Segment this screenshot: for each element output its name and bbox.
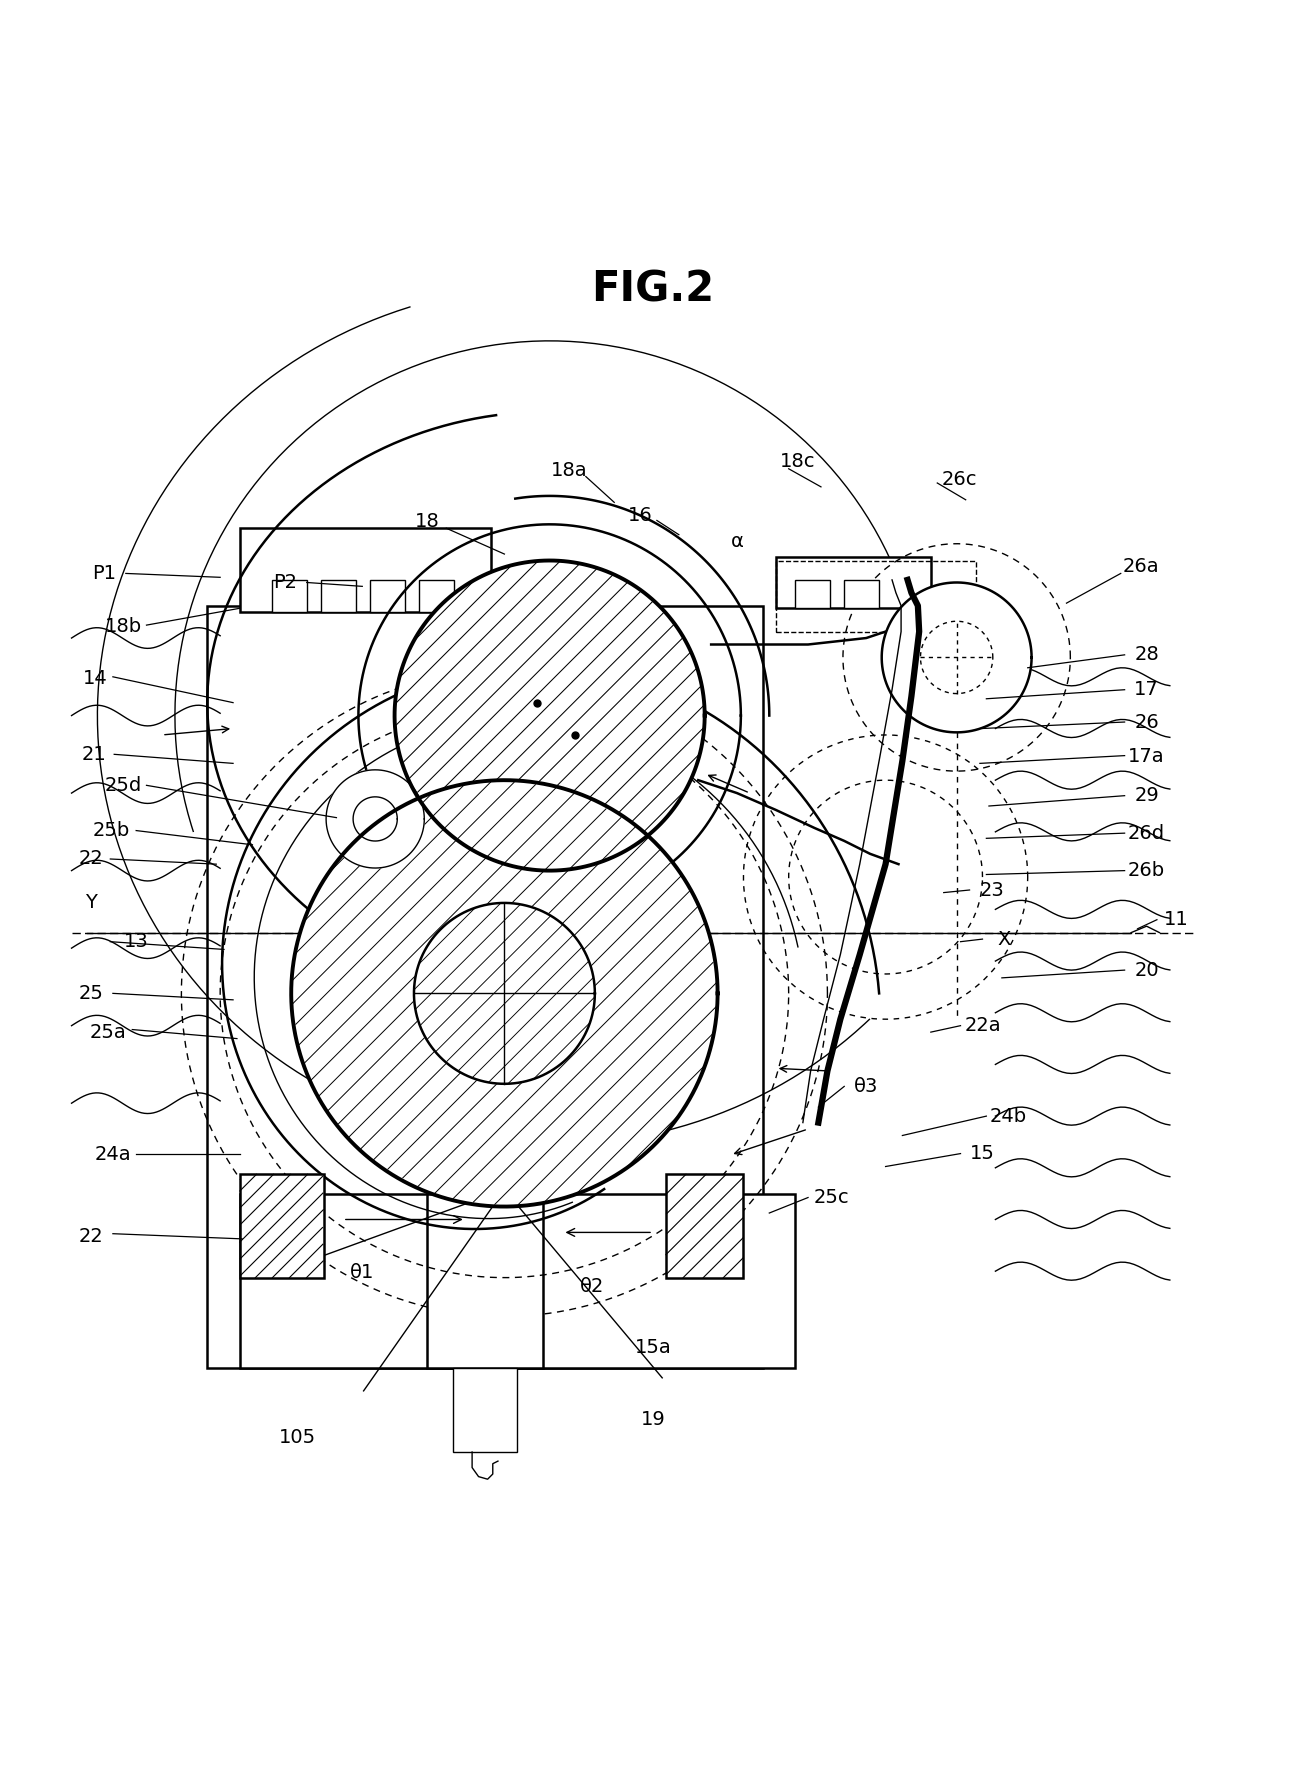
Text: 13: 13 (124, 933, 149, 951)
Text: 18a: 18a (551, 461, 588, 479)
Text: 22a: 22a (964, 1016, 1000, 1036)
Bar (844, 580, 879, 609)
Text: 23: 23 (980, 881, 1004, 899)
Text: 19: 19 (641, 1410, 665, 1429)
Text: 22: 22 (78, 1226, 103, 1246)
Text: 25b: 25b (93, 821, 131, 840)
Text: 26d: 26d (1128, 824, 1165, 842)
Bar (776, 557, 931, 609)
Text: 24b: 24b (990, 1107, 1027, 1125)
Text: 18b: 18b (104, 618, 142, 635)
Bar (272, 580, 307, 612)
Text: 24a: 24a (94, 1145, 131, 1164)
Text: FIG.2: FIG.2 (592, 269, 714, 310)
Polygon shape (394, 561, 705, 870)
Polygon shape (326, 769, 424, 869)
Bar (239, 1194, 795, 1369)
Text: 14: 14 (82, 669, 107, 687)
Text: 25a: 25a (89, 1023, 127, 1041)
Text: 17: 17 (1134, 680, 1158, 700)
Text: 17a: 17a (1128, 748, 1165, 767)
Polygon shape (291, 780, 717, 1207)
Text: 20: 20 (1135, 961, 1158, 979)
Text: 15a: 15a (635, 1339, 671, 1356)
Text: 105: 105 (279, 1428, 316, 1447)
Text: P1: P1 (91, 564, 116, 582)
Text: 22: 22 (78, 849, 103, 869)
Text: 25: 25 (78, 984, 103, 1002)
Text: 26c: 26c (942, 470, 977, 488)
Bar (666, 1175, 743, 1278)
Text: 28: 28 (1134, 646, 1158, 664)
Bar (208, 605, 763, 1369)
Bar (427, 1194, 543, 1369)
Text: 26a: 26a (1123, 557, 1160, 577)
Text: 25c: 25c (814, 1187, 849, 1207)
Text: 18c: 18c (780, 452, 815, 470)
Text: X: X (998, 929, 1011, 949)
Text: Y: Y (85, 894, 97, 913)
Polygon shape (882, 582, 1032, 732)
Text: P2: P2 (273, 573, 296, 593)
Text: 26: 26 (1134, 712, 1158, 732)
Bar (239, 529, 491, 612)
Bar (776, 561, 976, 632)
Text: 21: 21 (81, 744, 106, 764)
Text: 18: 18 (414, 513, 439, 530)
Text: 29: 29 (1134, 787, 1158, 805)
Bar (795, 580, 831, 609)
Bar (321, 580, 355, 612)
Polygon shape (414, 902, 594, 1084)
Bar (239, 1175, 324, 1278)
Text: θ2: θ2 (580, 1278, 605, 1296)
Bar (370, 580, 405, 612)
Text: 15: 15 (970, 1145, 995, 1162)
Text: θ1: θ1 (350, 1264, 375, 1282)
Text: θ3: θ3 (854, 1077, 879, 1096)
Text: 26b: 26b (1128, 862, 1165, 879)
Text: α: α (730, 532, 743, 550)
Text: 16: 16 (628, 506, 653, 525)
Bar (419, 580, 454, 612)
Text: 11: 11 (1164, 910, 1188, 929)
Text: 25d: 25d (104, 776, 142, 796)
Bar (453, 1369, 517, 1452)
